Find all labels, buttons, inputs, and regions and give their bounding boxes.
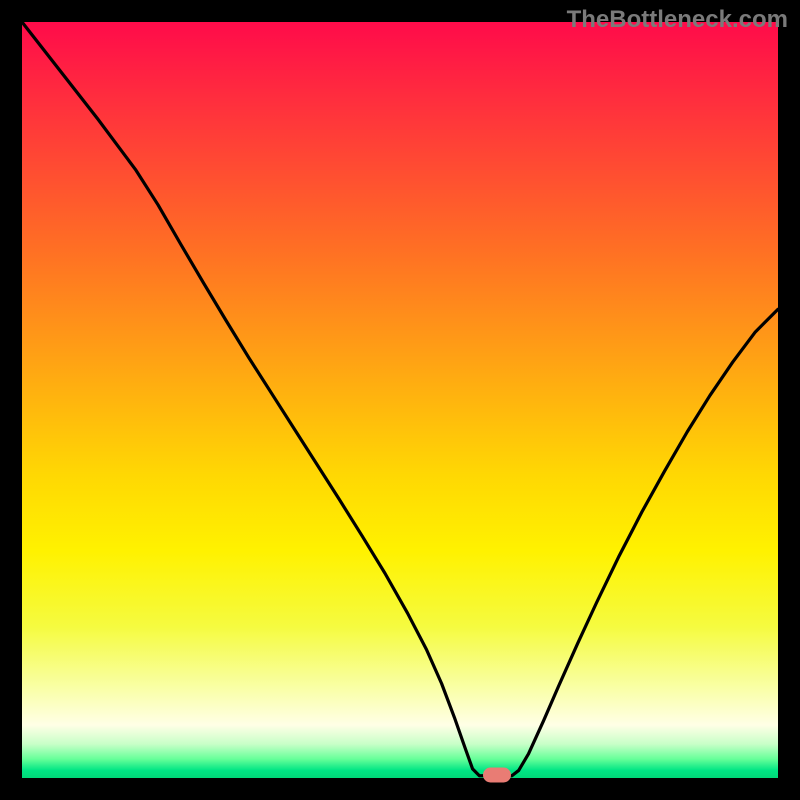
- watermark-text: TheBottleneck.com: [567, 6, 788, 34]
- optimum-marker: [483, 767, 511, 782]
- plot-area: [22, 22, 778, 778]
- chart-frame: TheBottleneck.com: [0, 0, 800, 800]
- gradient-background: [22, 22, 778, 778]
